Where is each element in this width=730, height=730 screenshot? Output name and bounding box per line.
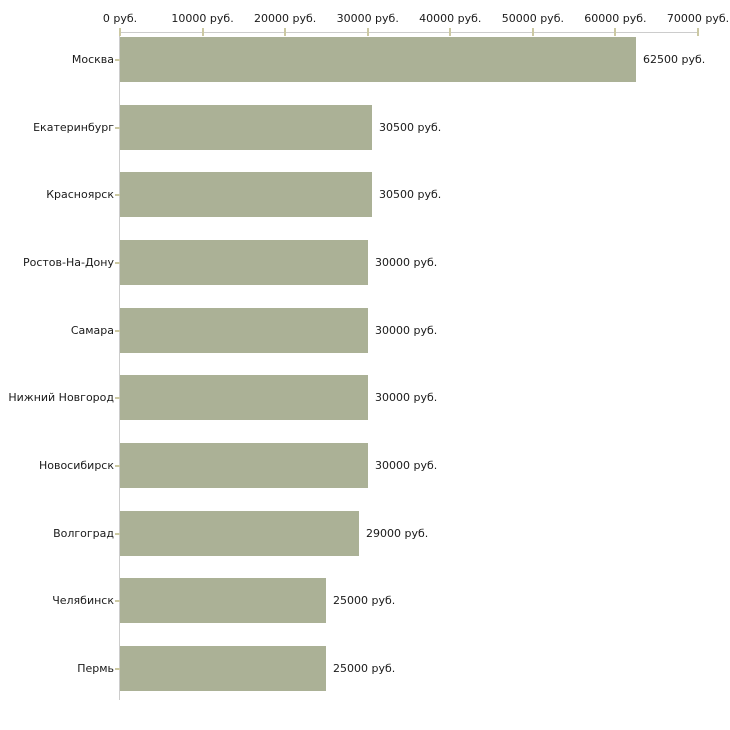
y-axis-tick — [115, 465, 120, 467]
category-label: Новосибирск — [38, 459, 114, 472]
bar — [120, 308, 368, 353]
x-axis-tick-label: 60000 руб. — [584, 12, 647, 25]
y-axis-tick — [115, 262, 120, 264]
value-label: 30000 руб. — [375, 256, 438, 269]
bar — [120, 172, 372, 217]
x-axis-tick — [366, 28, 369, 36]
y-axis-tick — [115, 194, 120, 196]
y-axis-tick — [115, 600, 120, 602]
x-axis-tick — [201, 28, 204, 36]
category-label: Челябинск — [52, 594, 114, 607]
value-label: 30000 руб. — [375, 391, 438, 404]
y-axis-tick — [115, 668, 120, 670]
category-label: Красноярск — [46, 188, 114, 201]
bar — [120, 240, 368, 285]
x-axis-tick-label: 40000 руб. — [419, 12, 482, 25]
y-axis-tick — [115, 127, 120, 129]
x-axis-tick-label: 10000 руб. — [171, 12, 234, 25]
y-axis-line — [119, 32, 120, 700]
category-label: Пермь — [77, 662, 114, 675]
y-axis-tick — [115, 397, 120, 399]
x-axis-tick-label: 70000 руб. — [666, 12, 730, 25]
x-axis-tick — [119, 28, 121, 36]
x-axis-tick — [697, 28, 699, 36]
x-axis-tick-label: 30000 руб. — [336, 12, 399, 25]
bar — [120, 646, 326, 691]
value-label: 30500 руб. — [379, 188, 442, 201]
value-label: 25000 руб. — [333, 594, 396, 607]
category-label: Москва — [71, 53, 114, 66]
y-axis-tick — [115, 59, 120, 61]
value-label: 30500 руб. — [379, 121, 442, 134]
category-label: Самара — [70, 324, 114, 337]
value-label: 25000 руб. — [333, 662, 396, 675]
category-label: Ростов-На-Дону — [22, 256, 114, 269]
bar — [120, 37, 636, 82]
value-label: 62500 руб. — [643, 53, 706, 66]
bar — [120, 511, 359, 556]
value-label: 30000 руб. — [375, 324, 438, 337]
x-axis-tick — [531, 28, 534, 36]
value-label: 30000 руб. — [375, 459, 438, 472]
value-label: 29000 руб. — [366, 527, 429, 540]
bar — [120, 105, 372, 150]
category-label: Волгоград — [53, 527, 114, 540]
x-axis-tick — [284, 28, 287, 36]
bar — [120, 375, 368, 420]
x-axis-tick-label: 20000 руб. — [254, 12, 317, 25]
bar — [120, 578, 326, 623]
category-label: Нижний Новгород — [8, 391, 114, 404]
x-axis-tick-label: 0 руб. — [102, 12, 138, 25]
x-axis-tick — [449, 28, 452, 36]
y-axis-tick — [115, 533, 120, 535]
x-axis-line — [120, 32, 698, 33]
y-axis-tick — [115, 330, 120, 332]
x-axis-tick-label: 50000 руб. — [501, 12, 564, 25]
bar — [120, 443, 368, 488]
x-axis-tick — [614, 28, 617, 36]
category-label: Екатеринбург — [33, 121, 114, 134]
